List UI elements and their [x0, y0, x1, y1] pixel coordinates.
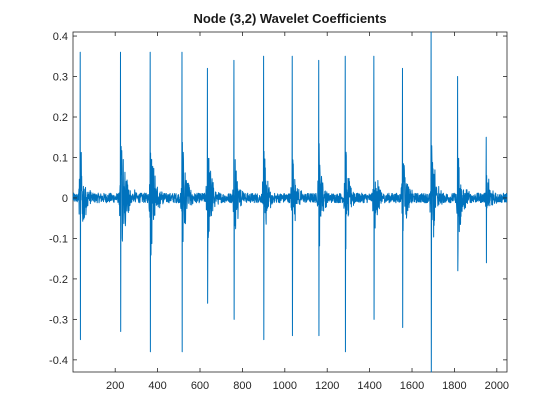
y-tick-label: -0.2	[49, 274, 68, 286]
x-tick-label: 200	[106, 380, 124, 392]
x-tick-label: 800	[233, 380, 251, 392]
x-tick-label: 1600	[400, 380, 424, 392]
series-line-wavelet-coefficients	[72, 31, 508, 373]
x-tick-label: 1400	[357, 380, 381, 392]
chart-title: Node (3,2) Wavelet Coefficients	[193, 11, 386, 26]
y-tick-label: -0.1	[49, 233, 68, 245]
y-tick-label: 0.2	[53, 112, 68, 124]
y-axis: 0.4 0.3 0.2 0.1 0 -0.1 -0.2 -0.3 -0.4	[49, 31, 507, 367]
x-tick-label: 2000	[485, 380, 509, 392]
y-tick-label: -0.4	[49, 355, 68, 367]
x-axis: 200 400 600 800 1000 1200 1400 1600 1800 2000	[106, 32, 509, 392]
x-tick-label: 400	[148, 380, 166, 392]
x-tick-label: 1000	[273, 380, 297, 392]
y-tick-label: 0.4	[53, 31, 68, 43]
y-tick-label: 0.1	[53, 152, 68, 164]
x-tick-label: 1800	[442, 380, 466, 392]
y-tick-label: 0	[62, 193, 68, 205]
x-tick-label: 600	[191, 380, 209, 392]
plot-area	[72, 31, 508, 373]
y-tick-label: 0.3	[53, 72, 68, 84]
x-tick-label: 1200	[315, 380, 339, 392]
y-tick-label: -0.3	[49, 314, 68, 326]
